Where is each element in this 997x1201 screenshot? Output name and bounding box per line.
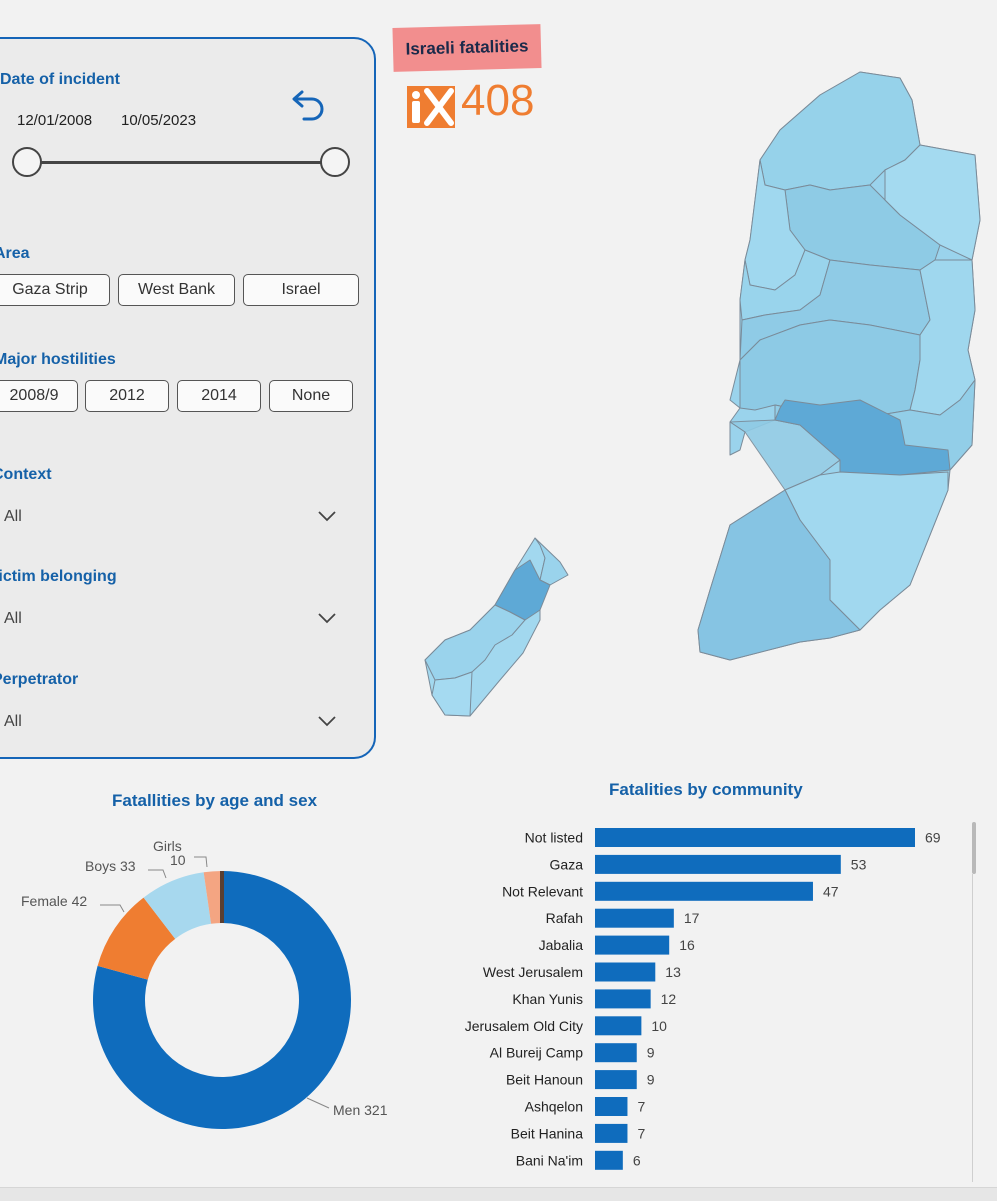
bar-chart-title: Fatalities by community — [609, 780, 803, 799]
bar-category-label: Not listed — [525, 830, 583, 846]
bar-value-label: 17 — [684, 910, 700, 926]
palestine-map — [424, 71, 981, 717]
perpetrator-filter-title: Perpetrator — [0, 671, 79, 688]
bar-category-label: Rafah — [546, 910, 583, 926]
bar-category-label: Beit Hanoun — [506, 1072, 583, 1088]
bar-value-label: 9 — [647, 1072, 655, 1088]
bar-chart-scroll-track — [972, 874, 973, 1182]
bar-category-label: Ashqelon — [525, 1099, 583, 1115]
donut-label-men: Men 321 — [333, 1102, 388, 1118]
bar[interactable] — [595, 989, 651, 1009]
label-leader-boys — [148, 869, 167, 879]
bar-value-label: 9 — [647, 1045, 655, 1061]
area-chip-gaza[interactable]: Gaza Strip — [0, 274, 110, 306]
hostilities-chip-2008[interactable]: 2008/9 — [0, 380, 78, 412]
bar-category-label: Khan Yunis — [512, 991, 583, 1007]
bar[interactable] — [595, 935, 670, 955]
hostilities-chip-none[interactable]: None — [269, 380, 353, 412]
chevron-down-icon — [318, 716, 336, 727]
donut-label-girls: Girls — [153, 838, 182, 854]
bottom-edge — [0, 1187, 997, 1201]
bar-category-label: Jabalia — [539, 937, 584, 953]
donut-slice-men[interactable] — [93, 871, 351, 1129]
bar-value-label: 12 — [661, 991, 677, 1007]
donut-slice-girls[interactable] — [203, 871, 224, 924]
chevron-down-icon — [318, 613, 336, 624]
bar-value-label: 7 — [637, 1099, 645, 1115]
bar-value-label: 13 — [665, 964, 681, 980]
perpetrator-value: All — [4, 713, 22, 730]
bar[interactable] — [595, 881, 813, 901]
donut-slice-female[interactable] — [97, 897, 176, 980]
donut-label-boys: Boys 33 — [85, 858, 136, 874]
date-slider-start-handle[interactable] — [12, 147, 42, 177]
bar[interactable] — [595, 908, 674, 928]
bar[interactable] — [595, 1043, 637, 1063]
bar-chart-scrollbar[interactable] — [972, 822, 976, 874]
bar-category-label: Gaza — [550, 856, 584, 872]
area-chip-west-bank[interactable]: West Bank — [118, 274, 235, 306]
kpi-label: Israeli fatalities — [405, 36, 529, 59]
kpi-value: 408 — [461, 76, 535, 125]
bar-value-label: 69 — [925, 830, 941, 846]
date-slider-track[interactable] — [27, 161, 337, 164]
bar[interactable] — [595, 1097, 628, 1116]
area-chip-israel[interactable]: Israel — [243, 274, 359, 306]
bar[interactable] — [595, 1123, 628, 1143]
donut-slice-separator — [220, 871, 224, 923]
bar[interactable] — [595, 854, 841, 874]
victim-filter-title: Victim belonging — [0, 568, 117, 585]
hostilities-filter-title: Major hostilities — [0, 351, 116, 368]
date-slider-end-handle[interactable] — [320, 147, 350, 177]
bar-value-label: 7 — [637, 1125, 645, 1141]
bar-value-label: 47 — [823, 883, 839, 899]
bar-value-label: 10 — [651, 1018, 667, 1034]
age-sex-donut-chart: Men 321 Female 42 Boys 33 Girls 10 — [21, 838, 388, 1129]
chevron-down-icon — [318, 511, 336, 522]
donut-chart-title: Fatallities by age and sex — [112, 791, 318, 810]
bar-value-label: 16 — [679, 937, 695, 953]
perpetrator-dropdown[interactable]: All — [0, 705, 340, 739]
bar-category-label: Bani Na'im — [516, 1152, 583, 1168]
bar[interactable] — [595, 1016, 642, 1036]
label-leader-girls — [194, 856, 208, 868]
bar-category-label: Jerusalem Old City — [465, 1018, 583, 1034]
date-filter-title: Date of incident — [0, 71, 121, 88]
donut-label-female: Female 42 — [21, 893, 87, 909]
victim-value: All — [4, 610, 22, 627]
bar[interactable] — [595, 828, 915, 847]
context-filter-title: Context — [0, 466, 52, 483]
victim-dropdown[interactable]: All — [0, 602, 340, 636]
hostilities-chip-2012[interactable]: 2012 — [85, 380, 169, 412]
bar-value-label: 53 — [851, 856, 867, 872]
donut-slice-boys[interactable] — [143, 872, 212, 939]
context-dropdown[interactable]: All — [0, 500, 340, 534]
person-x-icon — [407, 86, 455, 133]
area-filter-title: Area — [0, 245, 30, 262]
label-leader-men — [306, 1097, 330, 1109]
date-start[interactable]: 12/01/2008 — [17, 112, 93, 129]
hostilities-chip-2014[interactable]: 2014 — [177, 380, 261, 412]
bar[interactable] — [595, 1070, 637, 1090]
gaza-strip-region[interactable] — [424, 537, 569, 717]
bar-value-label: 6 — [633, 1152, 641, 1168]
bar-category-label: Not Relevant — [502, 883, 583, 899]
bar[interactable] — [595, 1150, 623, 1170]
donut-value-girls: 10 — [170, 852, 186, 868]
bar[interactable] — [595, 962, 656, 982]
bar-category-label: West Jerusalem — [483, 964, 583, 980]
west-bank-region[interactable] — [697, 71, 981, 661]
undo-arrow-icon[interactable] — [290, 84, 328, 122]
bar-category-label: Al Bureij Camp — [490, 1045, 584, 1061]
label-leader-female — [100, 904, 125, 913]
bar-category-label: Beit Hanina — [511, 1125, 584, 1141]
date-end[interactable]: 10/05/2023 — [121, 112, 197, 129]
context-value: All — [4, 508, 22, 525]
